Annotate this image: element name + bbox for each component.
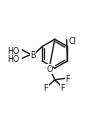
Text: F: F xyxy=(44,84,48,93)
Text: HO: HO xyxy=(7,46,19,55)
Text: B: B xyxy=(30,51,36,59)
Text: Cl: Cl xyxy=(69,37,77,46)
Text: HO: HO xyxy=(7,54,19,63)
Text: O: O xyxy=(46,65,52,73)
Text: F: F xyxy=(61,84,65,93)
Text: F: F xyxy=(66,74,70,83)
